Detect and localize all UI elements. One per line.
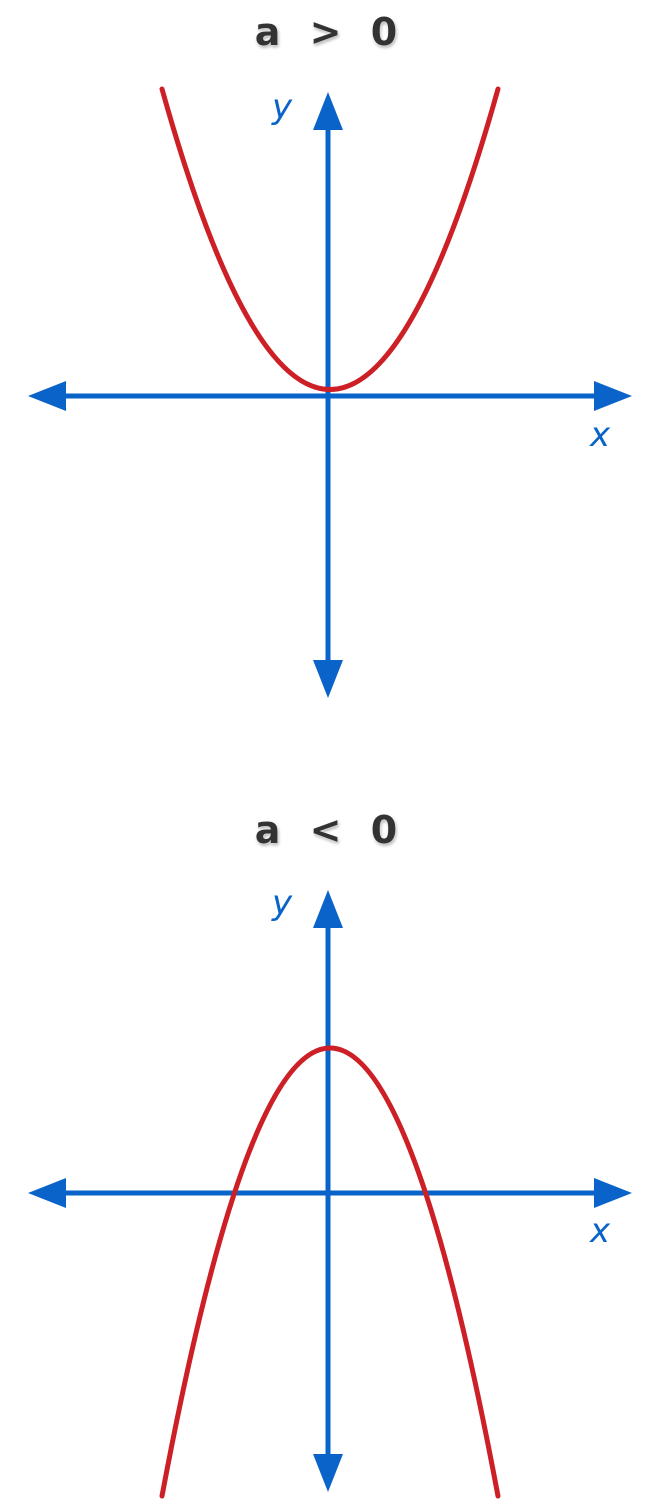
y-axis-label: y [271,87,293,127]
y-axis-up-arrow [313,890,343,928]
y-axis-label: y [271,883,293,923]
y-axis-down-arrow [313,660,343,698]
parabola-curve-down [159,1045,501,1499]
x-axis-left-arrow [28,1178,66,1208]
x-axis-right-arrow [594,1178,632,1208]
parabola-plot-up: x y [28,86,632,698]
y-axis-down-arrow [313,1454,343,1492]
condition-label-a-negative: a < 0 [254,808,406,852]
parabola-plot-down: x y [28,883,632,1499]
x-axis-label: x [589,415,611,455]
parabola-curve-up [159,86,501,392]
x-axis-label: x [589,1211,611,1251]
panel-a-positive: a > 0 x y [0,0,660,740]
panel-a-negative: a < 0 x y [0,790,660,1500]
condition-label-a-positive: a > 0 [254,10,406,54]
y-axis-up-arrow [313,92,343,130]
x-axis-right-arrow [594,381,632,411]
x-axis-left-arrow [28,381,66,411]
